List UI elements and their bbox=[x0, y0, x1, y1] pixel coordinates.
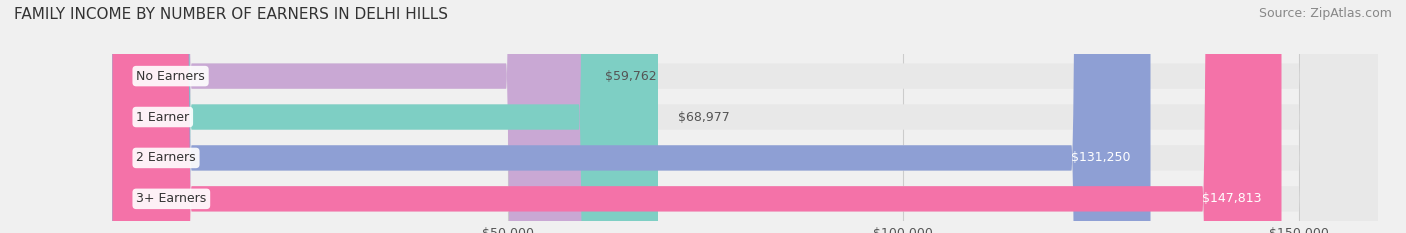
Text: 1 Earner: 1 Earner bbox=[136, 110, 190, 123]
Text: 2 Earners: 2 Earners bbox=[136, 151, 195, 164]
Text: Source: ZipAtlas.com: Source: ZipAtlas.com bbox=[1258, 7, 1392, 20]
Text: FAMILY INCOME BY NUMBER OF EARNERS IN DELHI HILLS: FAMILY INCOME BY NUMBER OF EARNERS IN DE… bbox=[14, 7, 449, 22]
Text: $68,977: $68,977 bbox=[678, 110, 730, 123]
FancyBboxPatch shape bbox=[112, 0, 1281, 233]
FancyBboxPatch shape bbox=[112, 0, 1378, 233]
FancyBboxPatch shape bbox=[112, 0, 1378, 233]
FancyBboxPatch shape bbox=[112, 0, 585, 233]
FancyBboxPatch shape bbox=[112, 0, 658, 233]
Text: No Earners: No Earners bbox=[136, 70, 205, 82]
Text: $131,250: $131,250 bbox=[1071, 151, 1130, 164]
Text: 3+ Earners: 3+ Earners bbox=[136, 192, 207, 205]
Text: $147,813: $147,813 bbox=[1202, 192, 1261, 205]
FancyBboxPatch shape bbox=[112, 0, 1378, 233]
Text: $59,762: $59,762 bbox=[605, 70, 657, 82]
FancyBboxPatch shape bbox=[112, 0, 1378, 233]
FancyBboxPatch shape bbox=[112, 0, 1150, 233]
